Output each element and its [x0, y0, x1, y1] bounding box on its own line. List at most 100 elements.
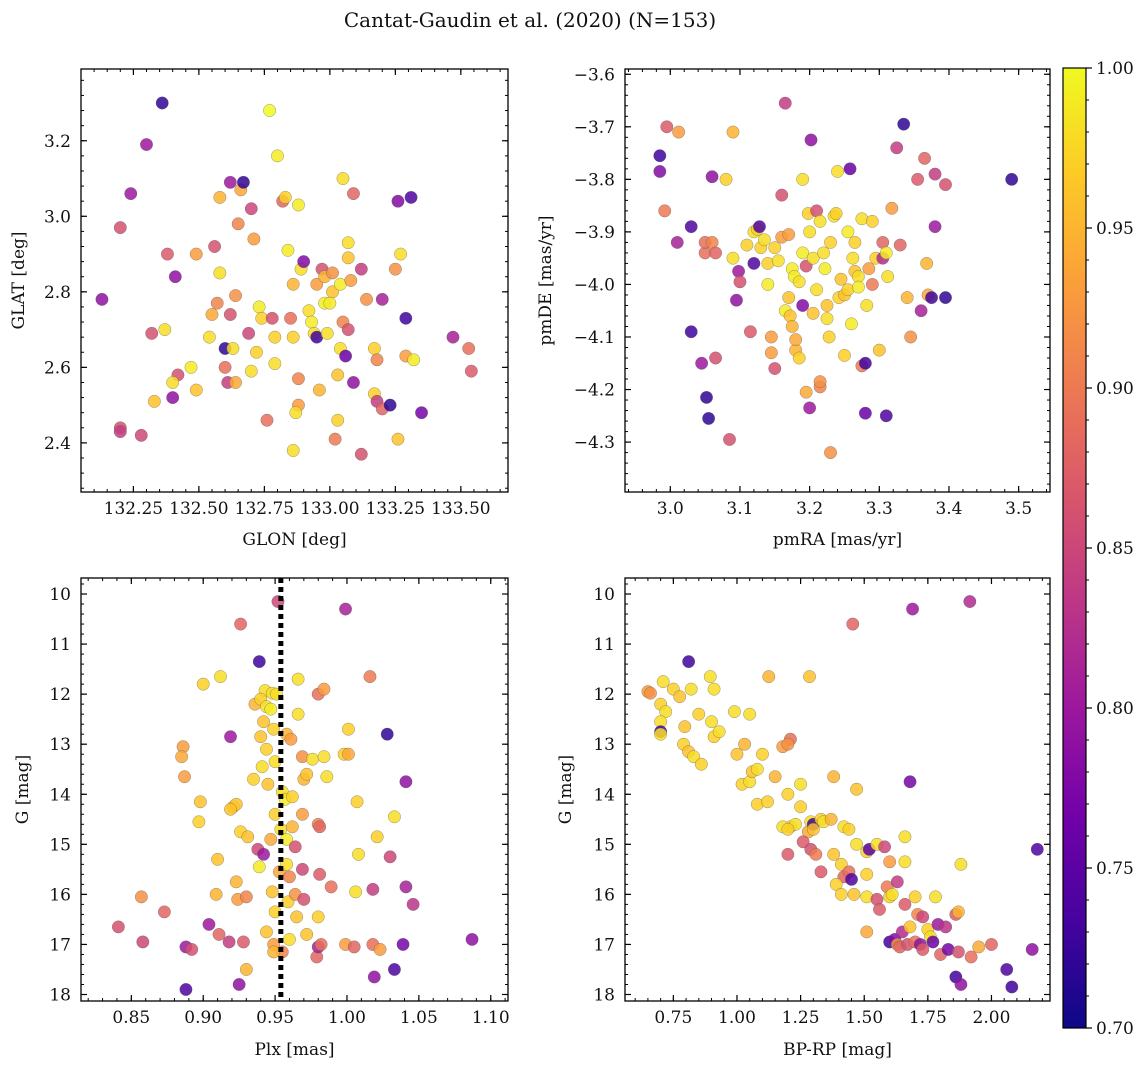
panel-pmra-pmde: 3.0 3.1 3.2 3.3 3.4 3.5 −3.6 −3.7 −3.8 −3.9 −4.0 −4… — [536, 65, 1051, 550]
scatter-point — [939, 920, 953, 934]
scatter-point — [222, 935, 236, 949]
y-axis-label: G [mag] — [13, 755, 33, 824]
scatter-point — [783, 309, 797, 323]
scatter-point — [226, 342, 240, 355]
scatter-point — [184, 360, 198, 374]
scatter-point — [764, 330, 778, 344]
scatter-point — [257, 715, 271, 729]
scatter-point — [846, 251, 860, 265]
scatter-point — [367, 970, 381, 984]
scatter-point — [209, 887, 223, 901]
scatter-point — [838, 348, 851, 362]
y-tick-label: 17 — [49, 935, 71, 955]
scatter-point — [331, 413, 345, 427]
scatter-point — [643, 686, 657, 700]
scatter-point — [963, 595, 977, 608]
scatter-point — [407, 353, 421, 367]
scatter-point — [155, 96, 169, 110]
scatter-point — [399, 311, 413, 325]
scatter-point — [817, 246, 831, 260]
scatter-point — [224, 730, 237, 744]
scatter-point — [794, 777, 808, 791]
scatter-point — [824, 812, 838, 826]
scatter-point — [806, 251, 820, 265]
scatter-point — [383, 398, 397, 412]
scatter-point — [260, 925, 273, 939]
scatter-point — [214, 670, 227, 684]
scatter-point — [709, 351, 723, 365]
scatter-point — [147, 394, 161, 408]
figure-title: Cantat-Gaudin et al. (2020) (N=153) — [344, 8, 716, 32]
scatter-point — [370, 353, 384, 367]
scatter-point — [684, 220, 698, 234]
scatter-point — [326, 266, 339, 280]
scatter-point — [824, 446, 837, 460]
scatter-point — [847, 887, 861, 901]
scatter-point — [762, 670, 776, 684]
scatter-point — [302, 304, 316, 318]
scatter-point — [893, 238, 907, 252]
scatter-point — [684, 682, 698, 696]
scatter-point — [903, 775, 917, 789]
scatter-point — [265, 885, 279, 899]
scatter-point — [846, 617, 860, 631]
scatter-point — [928, 167, 942, 181]
scatter-point — [829, 207, 843, 220]
scatter-point — [818, 262, 832, 276]
scatter-point — [370, 830, 384, 844]
scatter-point — [313, 867, 327, 881]
scatter-point — [289, 406, 303, 420]
scatter-point — [375, 292, 389, 306]
scatter-point — [653, 165, 667, 178]
scatter-point — [252, 860, 266, 874]
scatter-point — [252, 300, 266, 314]
scatter-point — [134, 890, 148, 904]
scatter-point — [781, 737, 795, 751]
scatter-point — [865, 214, 879, 228]
scatter-point — [267, 945, 281, 959]
scatter-point — [286, 277, 300, 291]
x-tick-label: 3.4 — [935, 499, 962, 519]
scatter-point — [862, 262, 876, 276]
scatter-point — [464, 364, 478, 378]
scatter-point — [354, 447, 368, 461]
scatter-point — [140, 138, 153, 151]
y-tick-label: 12 — [593, 685, 615, 705]
scatter-point — [192, 815, 206, 829]
scatter-point — [399, 775, 413, 789]
scatter-point — [387, 810, 401, 824]
scatter-point — [799, 385, 813, 399]
scatter-point — [951, 905, 965, 919]
scatter-point — [134, 428, 148, 442]
scatter-point — [890, 875, 904, 889]
x-tick-label: 3.1 — [726, 499, 753, 519]
scatter-point — [700, 390, 713, 404]
scatter-point — [312, 383, 326, 397]
scatter-point — [281, 243, 295, 257]
scatter-point — [792, 275, 806, 289]
scatter-point — [848, 235, 862, 249]
scatter-point — [415, 406, 429, 420]
scatter-point — [954, 857, 968, 871]
scatter-point — [768, 770, 782, 784]
scatter-point — [822, 330, 836, 344]
scatter-point — [897, 117, 911, 131]
scatter-point — [781, 787, 795, 801]
scatter-point — [670, 235, 684, 249]
scatter-point — [726, 251, 740, 265]
scatter-point — [446, 330, 460, 344]
scatter-point — [804, 133, 818, 147]
scatter-point — [324, 880, 338, 894]
y-axis-label: G [mag] — [556, 755, 576, 824]
scatter-point — [771, 254, 785, 268]
scatter-point — [702, 411, 716, 425]
scatter-point — [388, 262, 402, 276]
scatter-point — [354, 262, 368, 276]
scatter-point — [229, 289, 243, 303]
scatter-point — [796, 172, 810, 186]
y-tick-label: −4.3 — [574, 433, 615, 453]
scatter-point — [900, 291, 914, 305]
y-tick-label: −4.2 — [574, 381, 615, 401]
scatter-point — [328, 432, 342, 446]
scatter-point — [255, 760, 269, 774]
